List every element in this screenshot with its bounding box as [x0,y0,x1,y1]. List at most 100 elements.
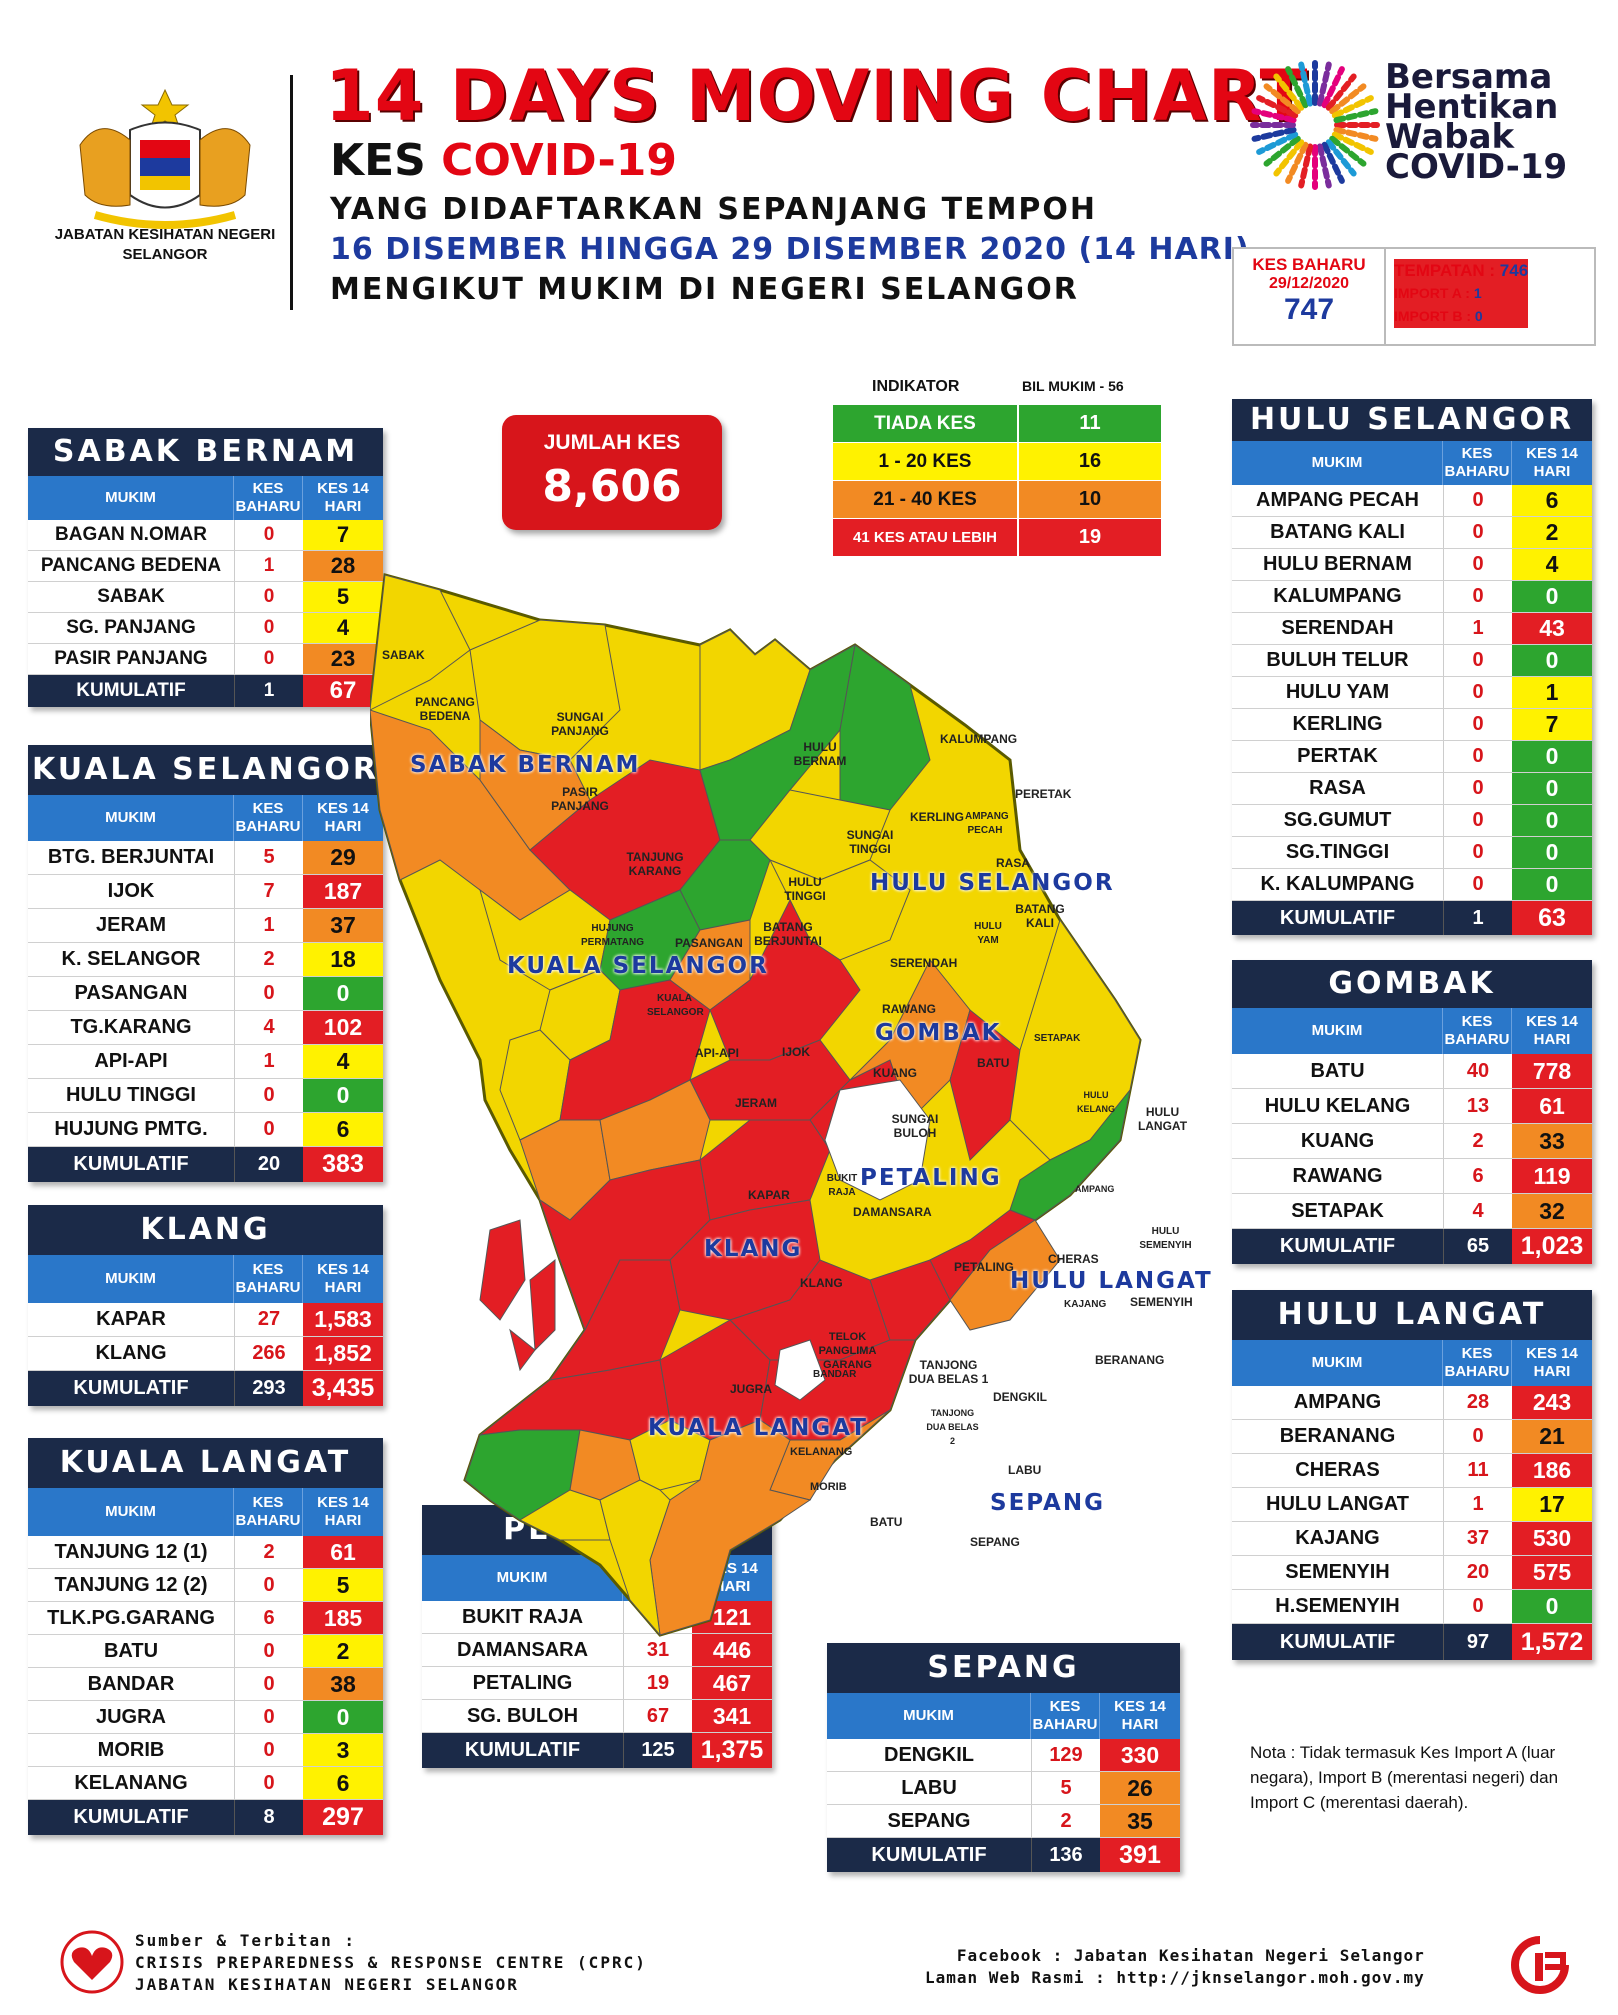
kes-14-hari-value: 330 [1100,1739,1180,1771]
mukim-name: K. SELANGOR [61,948,201,970]
col-header-kes-baharu-line-2: BAHARU [1444,1031,1510,1048]
kes-baharu-value: 0 [234,520,303,550]
kumulatif-baharu: 125 [623,1733,692,1768]
col-header-kes-14-hari-line-2: HARI [1533,1031,1571,1048]
table-kuala-selangor: KUALA SELANGOR MUKIM KES BAHARU KES 14 HARI BT… [28,745,383,1182]
footnote: Nota : Tidak termasuk Kes Import A (luar… [1250,1743,1559,1812]
map-mukim-jeram: JERAM [735,1096,778,1110]
district-title: KUALA SELANGOR [28,745,383,795]
sunburst-ray [1329,83,1367,115]
sunburst-ray [1325,139,1357,177]
page-title: 14 DAYS MOVING CHART [325,55,1309,137]
mukim-name: BULUH TELUR [1266,649,1409,671]
table-row: TLK.PG.GARANG 6 185 [28,1602,383,1635]
mukim-name: HULU TINGGI [66,1084,196,1106]
mukim-name: DENGKIL [884,1743,974,1766]
col-header-kes-14-hari-line-2: HARI [324,1279,362,1296]
col-header-kes-baharu-line-1: KES [252,480,284,497]
kumulatif-14-hari: 3,435 [303,1371,383,1406]
sunburst-ray [1333,126,1379,142]
sunburst-ray [1321,141,1345,184]
mukim-name: TLK.PG.GARANG [47,1606,215,1629]
col-header-kes-14-hari: KES 14 HARI [1099,1693,1180,1739]
table-row: RASA 0 0 [1232,773,1592,805]
mukim-name: AMPANG [1293,1391,1382,1413]
mukim-name: SG.TINGGI [1285,841,1390,863]
map-mukim-rawang: RAWANG [882,1002,936,1016]
table-row: CHERAS 11 186 [1232,1454,1592,1488]
table-row: HULU TINGGI 0 0 [28,1079,383,1113]
map-mukim-hulu-kelang: HULU KELANG [1077,1090,1115,1114]
kumulatif-label: KUMULATIF [73,1377,189,1399]
map-mukim-sabak: SABAK [382,648,425,662]
map-label-hulu-langat: HULU LANGAT [1010,1268,1213,1294]
map-mukim-kelanang: KELANANG [790,1446,853,1458]
kes-14-hari-value: 38 [303,1668,383,1700]
table-gombak: GOMBAK MUKIM KES BAHARU KES 14 HARI BATU 40 778 H… [1232,960,1592,1264]
kes-baharu-value: 0 [234,644,303,674]
kumulatif-row: KUMULATIF 1 67 [28,675,383,707]
footer-source: Sumber & Terbitan : CRISIS PREPAREDNESS … [135,1930,647,1996]
map-mukim-kalumpang: KALUMPANG [940,732,1018,746]
mukim-name: KAPAR [96,1308,166,1330]
mukim-name: TANJUNG 12 (2) [54,1573,208,1596]
kes-baharu-value: 0 [234,1668,303,1700]
department-name: JABATAN KESIHATAN NEGERI SELANGOR [54,226,276,263]
kumulatif-14-hari: 1,572 [1512,1624,1592,1660]
kumulatif-baharu: 65 [1443,1229,1512,1264]
mukim-name: SEMENYIH [1285,1561,1390,1583]
kes-baharu-value: 13 [1443,1089,1512,1123]
kes-14-hari-value: 0 [303,1079,383,1112]
sunburst-ray [1333,108,1379,124]
mukim-name: PASIR PANJANG [54,648,208,669]
map-mukim-kuang: KUANG [873,1066,917,1080]
import-b-value: 0 [1474,308,1483,324]
kes-14-hari-value: 43 [1512,613,1592,644]
kes-baharu-value: 0 [1443,581,1512,612]
map-mukim-kuala-selangor: KUALA SELANGOR [647,993,704,1018]
col-header-kes-14-hari-line-1: KES 14 [1526,445,1578,462]
district-title: SEPANG [827,1643,1180,1693]
kumulatif-row: KUMULATIF 97 1,572 [1232,1624,1592,1660]
kumulatif-14-hari: 63 [1512,901,1592,935]
kes-14-hari-value: 1 [1512,677,1592,708]
kes-14-hari-value: 6 [1512,485,1592,516]
map-label-petaling: PETALING [860,1165,1002,1191]
map-mukim-hulu-tinggi: HULU TINGGI [784,875,826,903]
col-header-kes-14-hari-line-1: KES 14 [317,1261,369,1278]
map-mukim-semenyih: SEMENYIH [1130,1295,1193,1309]
map-mukim-bandar: BANDAR [813,1369,857,1380]
map-mukim-klang: KLANG [800,1276,843,1290]
sunburst-ray [1256,95,1299,119]
kumulatif-label: KUMULATIF [73,1806,189,1828]
header-divider [290,75,293,310]
mukim-name: SEPANG [887,1809,971,1832]
kes-baharu-value: 0 [234,1734,303,1766]
subtitle-line-1: YANG DIDAFTARKAN SEPANJANG TEMPOH [330,192,1098,227]
map-mukim-bukit-raja: BUKIT RAJA [826,1173,858,1198]
footer-website[interactable]: Laman Web Rasmi : http://jknselangor.moh… [925,1968,1425,1987]
kes-14-hari-value: 1,583 [303,1303,383,1336]
col-header-kes-14-hari-line-2: HARI [324,1512,362,1529]
map-mukim-sungai-panjang: SUNGAI PANJANG [551,710,609,738]
kes-14-hari-value: 243 [1512,1386,1592,1419]
map-mukim-batu-kl: BATU [870,1515,903,1529]
table-row: TANJUNG 12 (2) 0 5 [28,1569,383,1602]
col-header-kes-baharu-line-2: BAHARU [1444,463,1510,480]
kes-baharu-value: 37 [1443,1522,1512,1555]
kes-14-hari-value: 575 [1512,1556,1592,1589]
indicator-title: INDIKATOR [872,378,960,395]
table-row: AMPANG 28 243 [1232,1386,1592,1420]
table-row: K. SELANGOR 2 18 [28,943,383,977]
indicator-label: TIADA KES [833,405,1019,442]
kes-14-hari-value: 61 [303,1536,383,1568]
table-klang: KLANG MUKIM KES BAHARU KES 14 HARI KAPAR 27 1,58… [28,1205,383,1406]
kes-baharu-value: 0 [234,977,303,1010]
map-mukim-jugra: JUGRA [730,1382,773,1396]
map-mukim-sungai-tinggi: SUNGAI TINGGI [846,828,894,856]
kes-14-hari-value: 7 [1512,709,1592,740]
